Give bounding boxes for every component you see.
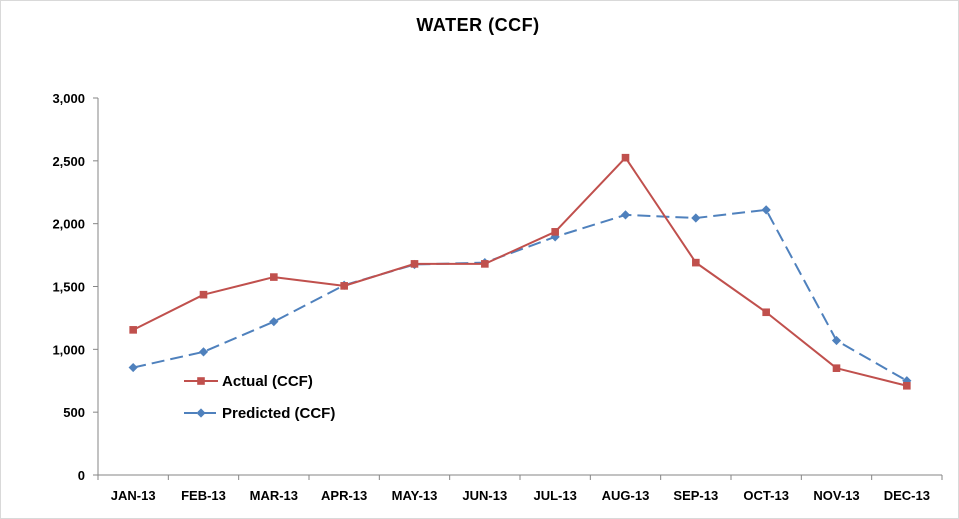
data-point-actual-ccf bbox=[270, 273, 278, 281]
y-tick-label: 3,000 bbox=[52, 91, 85, 106]
series-predicted-ccf bbox=[128, 205, 912, 386]
x-tick-label: JAN-13 bbox=[111, 488, 156, 503]
y-tick-label: 2,000 bbox=[52, 217, 85, 232]
x-tick-label: MAY-13 bbox=[392, 488, 438, 503]
x-tick-label: SEP-13 bbox=[673, 488, 718, 503]
series-actual-ccf bbox=[129, 153, 911, 390]
legend-item-actual-ccf: Actual (CCF) bbox=[184, 373, 313, 390]
legend-marker-predicted-ccf bbox=[196, 408, 206, 418]
y-tick-label: 1,000 bbox=[52, 342, 85, 357]
y-tick-label: 1,500 bbox=[52, 280, 85, 295]
legend-label-actual-ccf: Actual (CCF) bbox=[222, 373, 313, 390]
data-point-actual-ccf bbox=[832, 364, 841, 372]
data-point-predicted-ccf bbox=[691, 213, 701, 223]
data-point-actual-ccf bbox=[199, 290, 208, 299]
axes: 0 500 1,000 1,500 2,000 2,500 3,000 JAN-13 FEB-1… bbox=[52, 91, 943, 503]
x-tick-label: OCT-13 bbox=[743, 488, 789, 503]
data-point-actual-ccf bbox=[551, 228, 559, 236]
x-tick-label: JUN-13 bbox=[462, 488, 507, 503]
y-tick-label: 500 bbox=[63, 405, 85, 420]
data-point-actual-ccf bbox=[481, 260, 489, 268]
x-tick-label: NOV-13 bbox=[813, 488, 859, 503]
series-line-predicted-ccf bbox=[132, 208, 908, 382]
x-tick-label: JUL-13 bbox=[533, 488, 576, 503]
data-point-actual-ccf bbox=[692, 258, 700, 267]
series-line-actual-ccf bbox=[132, 156, 908, 387]
data-point-actual-ccf bbox=[621, 153, 630, 162]
series-layer bbox=[128, 153, 912, 390]
data-point-actual-ccf bbox=[762, 308, 770, 317]
data-point-actual-ccf bbox=[129, 326, 137, 334]
data-point-actual-ccf bbox=[340, 282, 348, 290]
legend: Actual (CCF) Predicted (CCF) bbox=[184, 373, 335, 422]
data-point-predicted-ccf bbox=[620, 210, 631, 220]
x-tick-label: DEC-13 bbox=[884, 488, 930, 503]
x-tick-label: MAR-13 bbox=[250, 488, 298, 503]
data-point-predicted-ccf bbox=[198, 347, 209, 357]
legend-label-predicted-ccf: Predicted (CCF) bbox=[222, 405, 335, 422]
x-tick-label: APR-13 bbox=[321, 488, 367, 503]
data-point-predicted-ccf bbox=[128, 362, 138, 373]
data-point-predicted-ccf bbox=[269, 317, 279, 327]
legend-marker-actual-ccf bbox=[197, 377, 205, 385]
x-tick-label: AUG-13 bbox=[602, 488, 650, 503]
x-tick-label: FEB-13 bbox=[181, 488, 226, 503]
y-tick-label: 2,500 bbox=[52, 154, 85, 169]
chart-title: WATER (CCF) bbox=[416, 15, 539, 35]
legend-item-predicted-ccf: Predicted (CCF) bbox=[184, 405, 335, 422]
data-point-actual-ccf bbox=[903, 381, 911, 390]
data-point-actual-ccf bbox=[410, 260, 419, 268]
data-point-predicted-ccf bbox=[831, 335, 842, 346]
data-point-predicted-ccf bbox=[761, 205, 771, 215]
y-tick-label: 0 bbox=[78, 468, 85, 483]
